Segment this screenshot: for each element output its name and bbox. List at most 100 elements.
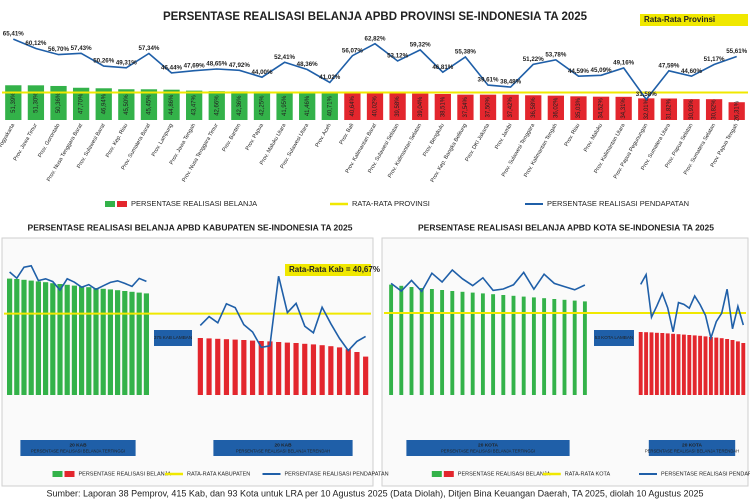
- line-value-label: 57,34%: [138, 45, 159, 52]
- bar: [118, 89, 135, 120]
- bar: [5, 85, 22, 120]
- line-value-label: 60,12%: [25, 40, 46, 47]
- bar: [389, 284, 394, 395]
- group-label-title: 20 KAB: [69, 442, 87, 448]
- bar: [93, 288, 99, 395]
- bar: [525, 95, 542, 120]
- legend-label: PERSENTASE REALISASI PENDAPATAN: [661, 471, 750, 477]
- bar: [27, 85, 45, 120]
- group-label-subtitle: PERSENTASE REALISASI BELANJA TERTINGGI: [31, 449, 125, 454]
- bar-value-label: 30,93%: [689, 99, 695, 120]
- bar: [310, 344, 317, 395]
- income-line: [639, 272, 745, 341]
- chart-title: PERSENTASE REALISASI BELANJA APBD KABUPA…: [28, 222, 353, 232]
- line-value-label: 44,00%: [251, 69, 272, 76]
- bar: [676, 334, 681, 395]
- bar: [562, 299, 567, 395]
- bar: [419, 288, 424, 395]
- bar-value-label: 39,04%: [418, 96, 424, 117]
- bar: [683, 99, 700, 120]
- bar: [43, 282, 49, 395]
- bar-value-label: 38,51%: [440, 96, 446, 117]
- bar: [302, 343, 308, 395]
- group-label-title: 20 KOTA: [478, 442, 498, 448]
- bar-value-label: 47,70%: [79, 93, 85, 114]
- bar: [671, 333, 676, 395]
- chart-title: PERSENTASE REALISASI BELANJA APBD KOTA S…: [418, 222, 714, 232]
- bar: [552, 299, 557, 395]
- income-line: [9, 264, 147, 292]
- line-value-label: 31,58%: [636, 91, 657, 98]
- bar: [521, 296, 526, 395]
- bar: [687, 335, 692, 395]
- annotation-box: [154, 330, 192, 346]
- legend-swatch: [105, 201, 115, 207]
- bar-value-label: 40,64%: [350, 95, 356, 116]
- legend-label: PERSENTASE REALISASI PENDAPATAN: [547, 199, 689, 208]
- bar: [299, 91, 316, 120]
- bar: [64, 284, 70, 395]
- group-label-title: 20 KAB: [274, 442, 292, 448]
- bar: [267, 341, 273, 395]
- bar: [660, 98, 678, 120]
- bar: [249, 340, 256, 395]
- line-value-label: 55,61%: [726, 48, 747, 55]
- group-label-box: [213, 440, 353, 456]
- line-value-label: 41,02%: [319, 74, 340, 81]
- bar: [502, 94, 519, 120]
- bar: [615, 96, 632, 120]
- bar: [434, 93, 451, 120]
- bar: [705, 99, 723, 120]
- bar: [136, 292, 142, 395]
- legend-label: PERSENTASE REALISASI BELANJA: [458, 471, 551, 477]
- bar: [14, 279, 20, 395]
- bar-value-label: 44,86%: [169, 94, 175, 115]
- bar: [681, 334, 686, 395]
- bar: [708, 337, 713, 395]
- group-label-box: [20, 440, 136, 456]
- line-value-label: 59,32%: [410, 42, 431, 49]
- bar: [582, 301, 587, 395]
- legend-swatch: [431, 471, 442, 477]
- bar: [547, 95, 564, 120]
- bar-value-label: 45,50%: [124, 94, 130, 115]
- line-value-label: 51,17%: [704, 56, 725, 63]
- line-value-label: 57,43%: [71, 45, 92, 52]
- line-value-label: 53,78%: [545, 51, 566, 58]
- line-value-label: 44,59%: [568, 68, 589, 75]
- line-value-label: 48,36%: [297, 61, 318, 68]
- bar-value-label: 36,02%: [553, 97, 559, 118]
- bar: [649, 332, 654, 395]
- bar: [730, 340, 735, 395]
- bar-value-label: 42,36%: [237, 95, 243, 116]
- line-value-label: 56,07%: [342, 47, 363, 54]
- income-line: [199, 276, 366, 352]
- bar: [50, 85, 67, 120]
- bar: [363, 356, 369, 395]
- bar: [570, 96, 587, 120]
- bar: [100, 288, 106, 395]
- bar: [321, 92, 338, 120]
- legend-label: RATA-RATA PROVINSI: [352, 199, 430, 208]
- bar: [389, 93, 406, 120]
- income-line: [12, 38, 737, 101]
- bar: [741, 343, 746, 395]
- line-value-label: 65,41%: [3, 31, 24, 38]
- bar-value-label: 51,39%: [11, 92, 17, 113]
- bar: [728, 102, 745, 120]
- annotation: 53 KOTA LAMBAN: [595, 335, 633, 340]
- bar: [95, 88, 112, 120]
- average-label-box: [285, 264, 371, 276]
- bar-value-label: 45,45%: [147, 94, 153, 115]
- line-value-label: 55,38%: [455, 49, 476, 56]
- annotation-box: [594, 330, 634, 346]
- source-note: Sumber: Laporan 38 Pemprov, 415 Kab, dan…: [47, 488, 704, 498]
- bar: [107, 289, 113, 395]
- bar: [735, 341, 740, 395]
- legend-swatch: [443, 471, 454, 477]
- bar: [284, 342, 290, 395]
- legend-swatch: [64, 471, 75, 477]
- legend-label: RATA-RATA KABUPATEN: [187, 471, 250, 477]
- bar: [122, 291, 128, 395]
